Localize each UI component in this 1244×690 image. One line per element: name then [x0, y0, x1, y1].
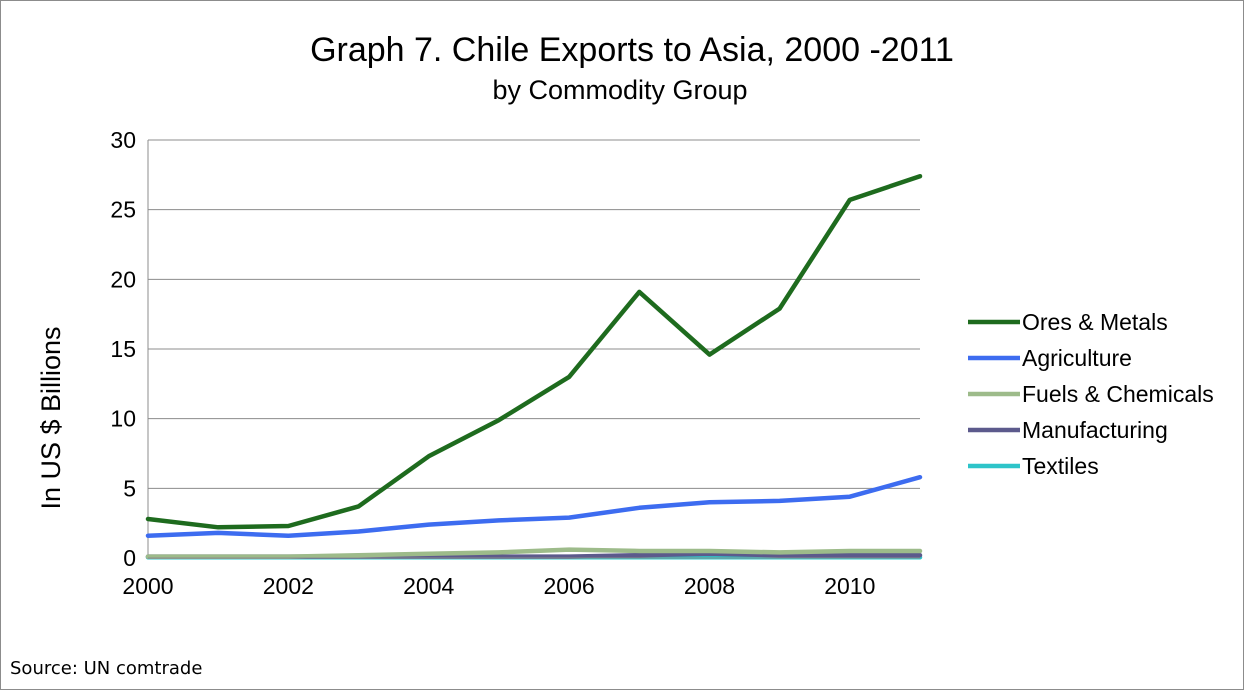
source-note: Source: UN comtrade — [10, 658, 202, 679]
x-axis-ticks: 2000 2002 2004 2006 2008 2010 — [122, 573, 875, 599]
series-line-fuels-chemicals — [145, 547, 923, 559]
legend-label: Textiles — [1022, 453, 1099, 479]
y-axis-label: In US $ Billions — [36, 326, 66, 509]
chart-subtitle: by Commodity Group — [492, 75, 747, 105]
x-tick-label: 2002 — [263, 573, 314, 599]
legend: Ores & Metals Agriculture Fuels & Chemical… — [968, 309, 1214, 479]
legend-label: Ores & Metals — [1022, 309, 1168, 335]
x-tick-label: 2004 — [403, 573, 454, 599]
y-axis-ticks: 0 5 10 15 20 25 30 — [110, 127, 136, 571]
legend-label: Manufacturing — [1022, 417, 1168, 443]
x-tick-label: 2006 — [544, 573, 595, 599]
y-tick-label: 5 — [123, 475, 136, 501]
gridlines — [147, 139, 920, 559]
y-tick-label: 0 — [123, 545, 136, 571]
y-tick-label: 20 — [110, 266, 136, 292]
y-tick-label: 30 — [110, 127, 136, 153]
legend-label: Agriculture — [1022, 345, 1132, 371]
x-tick-label: 2008 — [684, 573, 735, 599]
legend-label: Fuels & Chemicals — [1022, 381, 1214, 407]
x-tick-label: 2010 — [824, 573, 875, 599]
y-tick-label: 15 — [110, 336, 136, 362]
y-tick-label: 25 — [110, 197, 136, 223]
x-tick-label: 2000 — [122, 573, 173, 599]
chart-title: Graph 7. Chile Exports to Asia, 2000 -20… — [310, 31, 954, 69]
y-tick-label: 10 — [110, 406, 136, 432]
series-lines — [145, 173, 923, 560]
series-line-agriculture — [145, 474, 923, 538]
series-line-ores-metals — [145, 173, 923, 530]
